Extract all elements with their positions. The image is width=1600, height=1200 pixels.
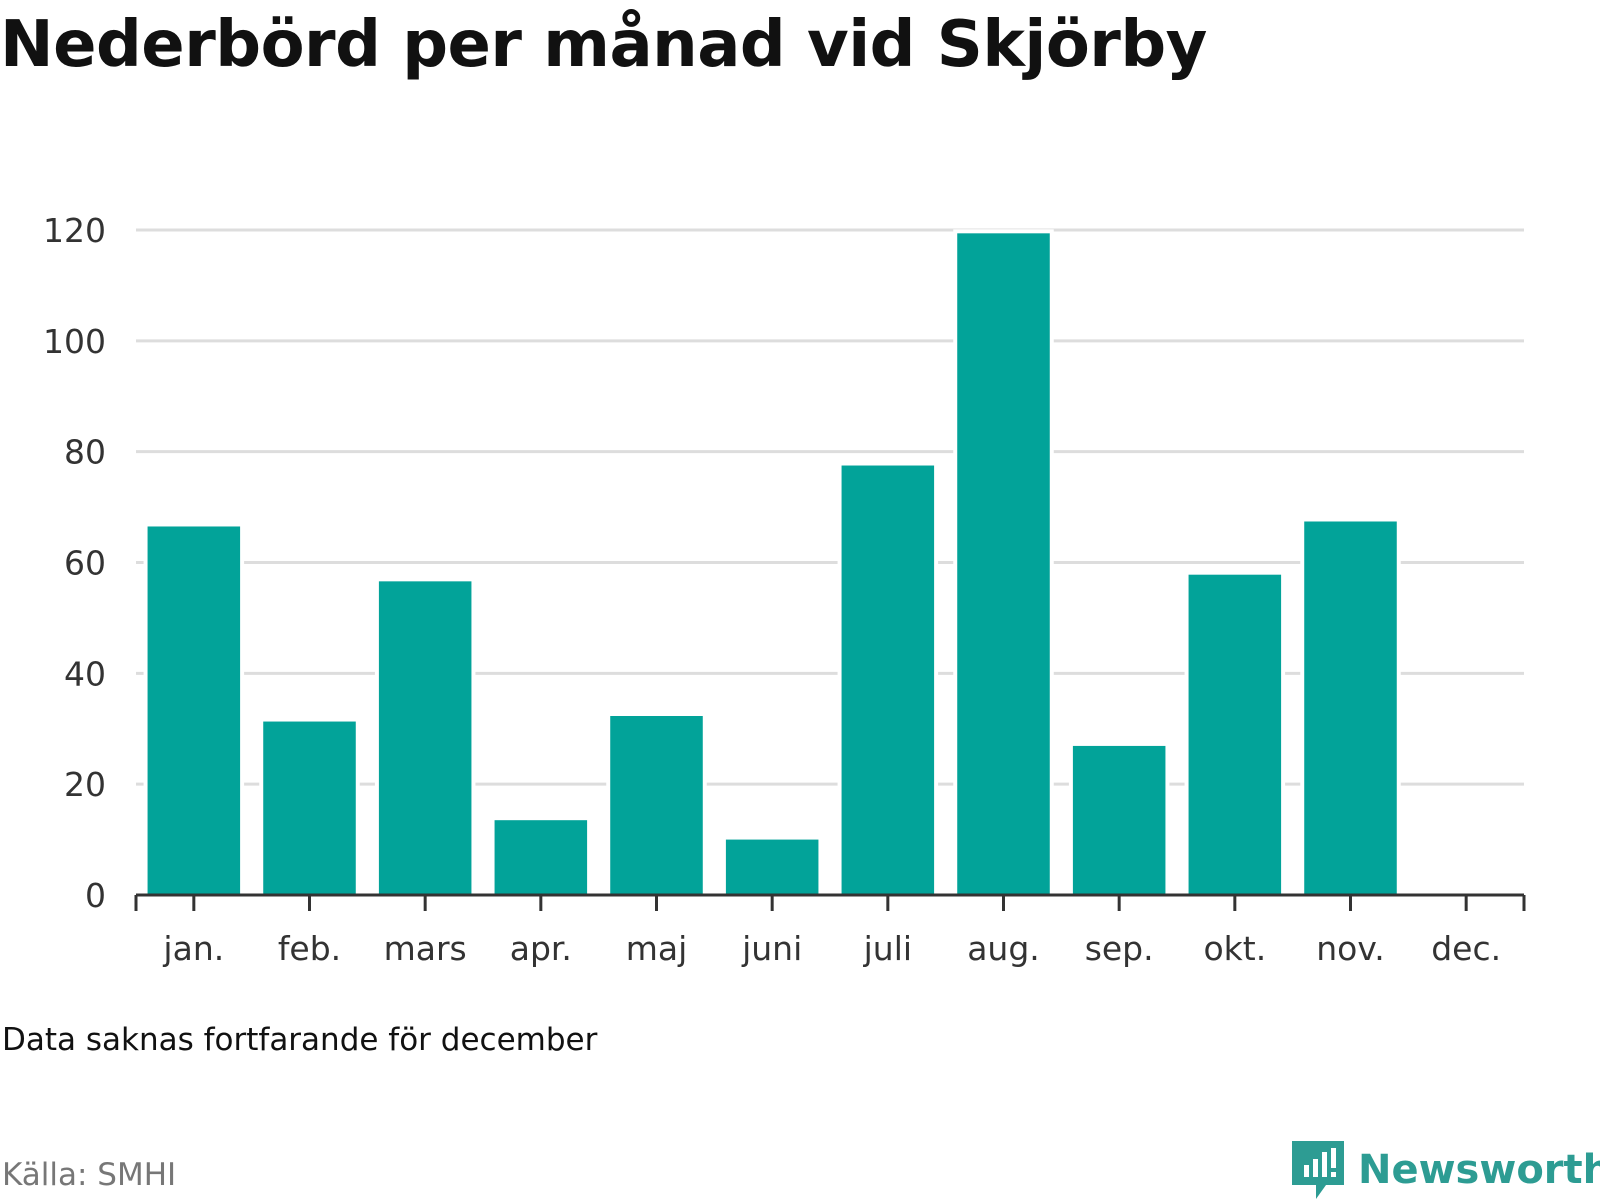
y-tick-label: 120 <box>43 211 106 250</box>
bar <box>259 717 360 899</box>
y-tick-label: 20 <box>64 765 106 804</box>
y-tick-label: 0 <box>85 876 106 915</box>
x-tick-label: sep. <box>1085 929 1154 968</box>
x-tick-label: juli <box>863 929 912 968</box>
gridlines <box>136 228 1524 786</box>
chart-title: Nederbörd per månad vid Skjörby <box>0 8 1207 82</box>
bar <box>374 577 476 899</box>
x-tick-label: aug. <box>967 929 1040 968</box>
newsworthy-logo: Newsworthy <box>1292 1141 1600 1199</box>
bar <box>837 461 939 899</box>
x-tick-label: nov. <box>1316 929 1385 968</box>
bar <box>953 229 1054 899</box>
y-axis-tick-labels: 0 20 40 60 80 100 120 <box>43 211 106 915</box>
y-tick-label: 100 <box>43 322 106 361</box>
bar <box>1184 570 1286 899</box>
bar <box>490 816 592 899</box>
source-label: Källa: SMHI <box>2 1157 177 1193</box>
x-tick-label: feb. <box>278 929 341 968</box>
y-tick-label: 60 <box>64 544 106 583</box>
y-tick-label: 40 <box>64 654 106 693</box>
x-tick-label: apr. <box>510 929 572 968</box>
x-axis-tick-labels: jan. feb. mars apr. maj juni juli aug. sep. okt. n… <box>162 929 1501 968</box>
x-tick-label: jan. <box>162 929 224 968</box>
bar <box>1068 741 1170 899</box>
x-tick-label: mars <box>384 929 467 968</box>
chart-note: Data saknas fortfarande för december <box>2 1022 598 1058</box>
x-tick-label: okt. <box>1203 929 1266 968</box>
newsworthy-logo-icon <box>1292 1141 1344 1199</box>
bar <box>721 835 823 899</box>
bar <box>143 522 245 900</box>
bars <box>143 229 1401 900</box>
y-tick-label: 80 <box>64 433 106 472</box>
x-tick-label: dec. <box>1431 929 1501 968</box>
bar <box>1300 517 1401 899</box>
brand-name: Newsworthy <box>1358 1147 1600 1193</box>
bar <box>606 712 707 899</box>
x-tick-label: juni <box>741 929 802 968</box>
x-axis <box>134 893 1526 911</box>
x-tick-label: maj <box>626 929 688 968</box>
